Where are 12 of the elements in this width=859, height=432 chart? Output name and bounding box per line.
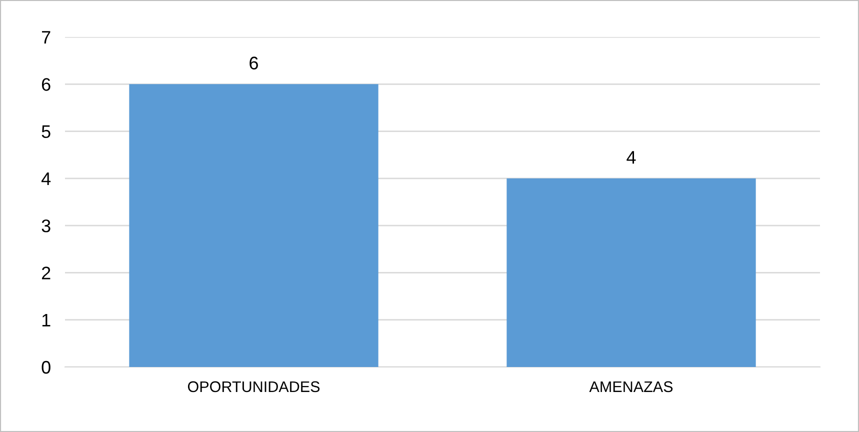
y-tick-label: 1 <box>42 314 50 326</box>
y-tick-label: 6 <box>42 78 50 91</box>
y-tick-label: 0 <box>42 360 50 374</box>
y-tick-label: 4 <box>41 172 51 185</box>
y-tick-label: 5 <box>42 125 50 138</box>
y-tick-label: 2 <box>42 266 50 280</box>
y-tick-label: 3 <box>42 220 50 232</box>
data-label: 4 <box>626 151 636 164</box>
y-tick-label: 7 <box>42 31 50 44</box>
data-label: 6 <box>250 56 258 70</box>
x-tick-label: OPORTUNIDADES <box>188 381 320 392</box>
x-tick-label: AMENAZAS <box>589 381 673 392</box>
